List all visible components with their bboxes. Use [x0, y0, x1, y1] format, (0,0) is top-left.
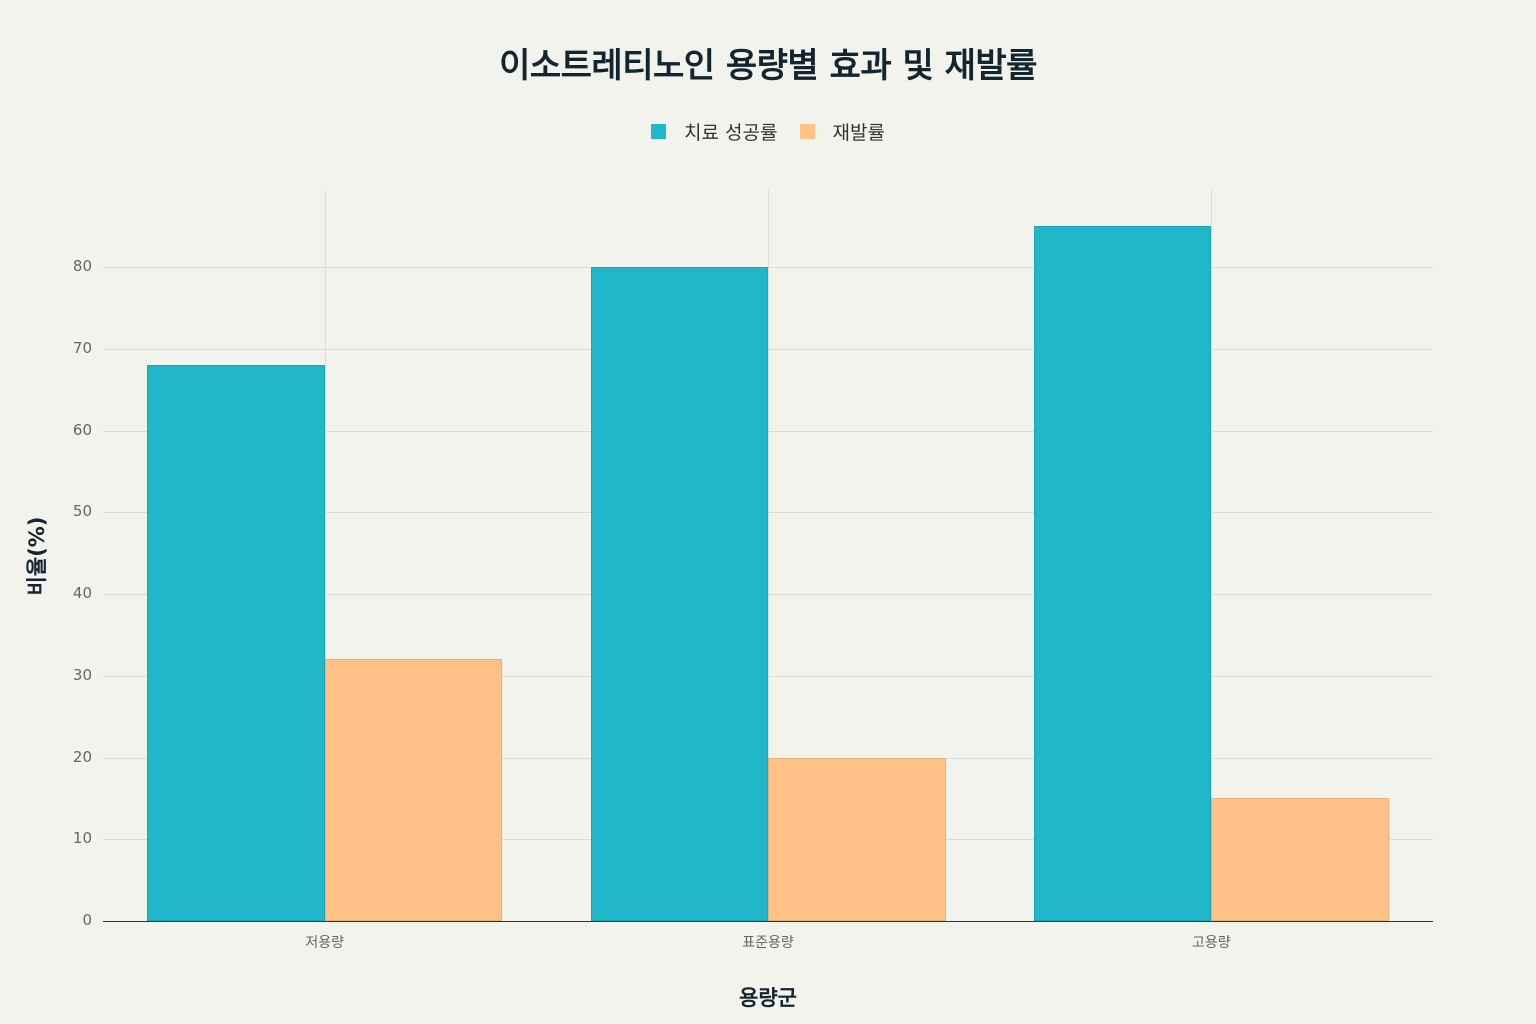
legend-swatch-success: [651, 124, 667, 139]
y-tick-label: 80: [72, 257, 92, 275]
bar-relapse[interactable]: [768, 757, 946, 921]
legend-label-relapse: 재발률: [832, 122, 885, 144]
legend: 치료 성공률 재발률: [0, 118, 1536, 145]
y-tick-label: 0: [82, 911, 92, 929]
chart-title: 이소트레티노인 용량별 효과 및 재발률: [499, 46, 1037, 86]
bar-relapse[interactable]: [1211, 798, 1389, 921]
vertical-gridline: [768, 190, 769, 921]
legend-label-success: 치료 성공률: [684, 122, 778, 144]
bar-success[interactable]: [1033, 226, 1212, 921]
x-axis-label: 용량군: [739, 986, 797, 1010]
y-tick-label: 50: [72, 502, 92, 521]
vertical-gridline: [1211, 190, 1213, 921]
x-tick-label: 표준용량: [742, 935, 794, 951]
y-tick-label: 60: [72, 420, 92, 439]
legend-swatch-relapse: [799, 124, 815, 139]
plot-area: [103, 190, 1433, 922]
bar-success[interactable]: [147, 365, 325, 921]
legend-item-relapse[interactable]: 재발률: [799, 118, 885, 145]
x-axis-line: [103, 921, 1433, 922]
y-tick-label: 30: [72, 665, 92, 684]
y-tick-label: 20: [72, 747, 92, 766]
x-tick-label: 고용량: [1192, 935, 1231, 951]
bar-relapse[interactable]: [324, 659, 503, 921]
x-tick-label: 저용량: [305, 935, 344, 951]
vertical-gridline: [324, 190, 326, 921]
legend-item-success[interactable]: 치료 성공률: [651, 118, 778, 145]
y-tick-label: 40: [72, 584, 92, 602]
bar-success[interactable]: [590, 267, 768, 921]
y-tick-label: 10: [72, 829, 92, 848]
y-tick-label: 70: [72, 338, 92, 357]
